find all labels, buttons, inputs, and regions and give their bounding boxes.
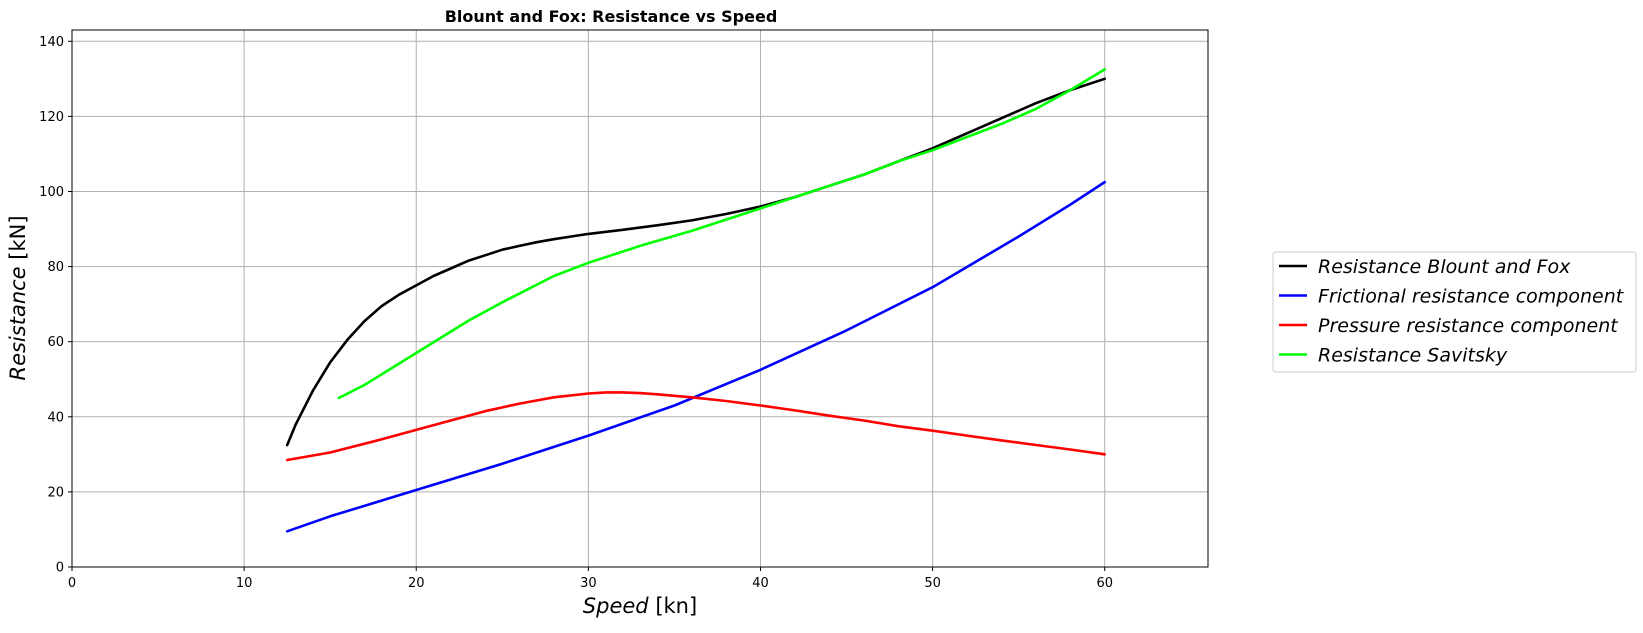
chart-title: Blount and Fox: Resistance vs Speed	[445, 7, 778, 26]
legend-box	[1272, 251, 1637, 373]
x-tick-label: 40	[752, 576, 769, 591]
plot-area-frame	[71, 29, 1209, 568]
series-line-2	[285, 180, 1106, 533]
y-tick-label: 0	[56, 561, 64, 576]
series-line-1	[285, 77, 1106, 447]
x-tick-label: 20	[408, 576, 425, 591]
x-axis-label: Speed [kn]	[583, 594, 697, 618]
legend-entry-1: Resistance Blount and Fox	[1318, 256, 1571, 278]
y-axis-label-main: Resistance	[6, 266, 30, 380]
x-axis-ticks: 0 10 20 30 40 50 60	[68, 567, 1113, 591]
y-axis-label-unit: [kN]	[6, 215, 30, 266]
legend: Resistance Blount and Fox Frictional resi…	[1272, 251, 1637, 373]
grid-lines	[71, 30, 1208, 568]
y-tick-label: 40	[47, 410, 64, 425]
legend-entry-2: Frictional resistance component	[1318, 286, 1625, 308]
y-axis-ticks: 0 20 40 60 80 100 120 140	[39, 35, 72, 576]
y-tick-label: 100	[39, 185, 64, 200]
series-line-3	[285, 391, 1106, 462]
x-axis-label-unit: [kn]	[649, 594, 698, 618]
x-tick-label: 60	[1096, 576, 1113, 591]
y-tick-label: 20	[47, 485, 64, 500]
y-tick-label: 120	[39, 110, 64, 125]
series-lines	[285, 68, 1106, 533]
y-tick-label: 140	[39, 35, 64, 50]
x-tick-label: 30	[580, 576, 597, 591]
y-tick-label: 80	[47, 260, 64, 275]
series-line-4	[337, 68, 1106, 400]
x-tick-label: 0	[68, 576, 76, 591]
y-axis-label: Resistance [kN]	[6, 215, 30, 380]
y-tick-label: 60	[47, 335, 64, 350]
x-tick-label: 50	[924, 576, 941, 591]
legend-entry-3: Pressure resistance component	[1318, 315, 1619, 337]
x-axis-label-main: Speed	[583, 594, 650, 618]
x-tick-label: 10	[236, 576, 253, 591]
legend-entry-4: Resistance Savitsky	[1318, 345, 1508, 367]
